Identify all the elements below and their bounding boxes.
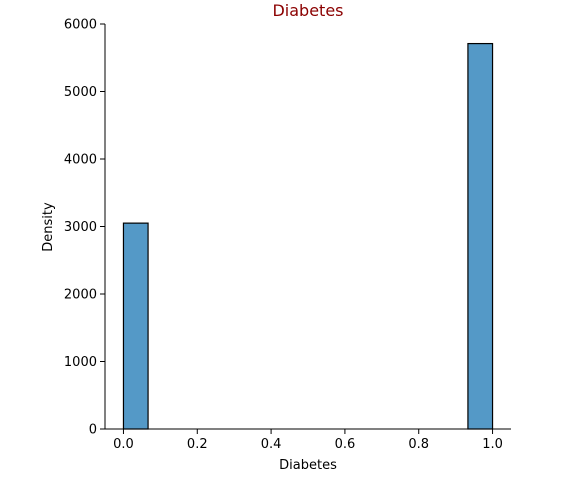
y-tick-label: 1000 xyxy=(64,355,97,370)
chart-title: Diabetes xyxy=(272,1,343,20)
y-tick-label: 2000 xyxy=(64,288,97,303)
histogram-bar-1 xyxy=(467,42,494,430)
x-tick-label: 1.0 xyxy=(482,437,503,452)
x-tick-label: 0.8 xyxy=(408,437,429,452)
histogram-bar-0 xyxy=(122,222,149,430)
bars-group xyxy=(122,42,494,430)
axes-group: 0 1000 2000 3000 4000 5000 6000 0.0 0.2 0.4 0.6 0.8… xyxy=(64,18,511,452)
x-tick-label: 0.2 xyxy=(187,437,208,452)
x-tick-label: 0.6 xyxy=(335,437,356,452)
y-tick-label: 5000 xyxy=(64,85,97,100)
x-tick-label: 0.0 xyxy=(113,437,134,452)
y-tick-label: 3000 xyxy=(64,220,97,235)
y-tick-label: 6000 xyxy=(64,18,97,33)
x-tick-label: 0.4 xyxy=(261,437,282,452)
y-tick-label: 4000 xyxy=(64,153,97,168)
x-axis-label: Diabetes xyxy=(279,458,337,473)
y-axis-label: Density xyxy=(41,202,56,252)
y-tick-label: 0 xyxy=(89,423,97,438)
